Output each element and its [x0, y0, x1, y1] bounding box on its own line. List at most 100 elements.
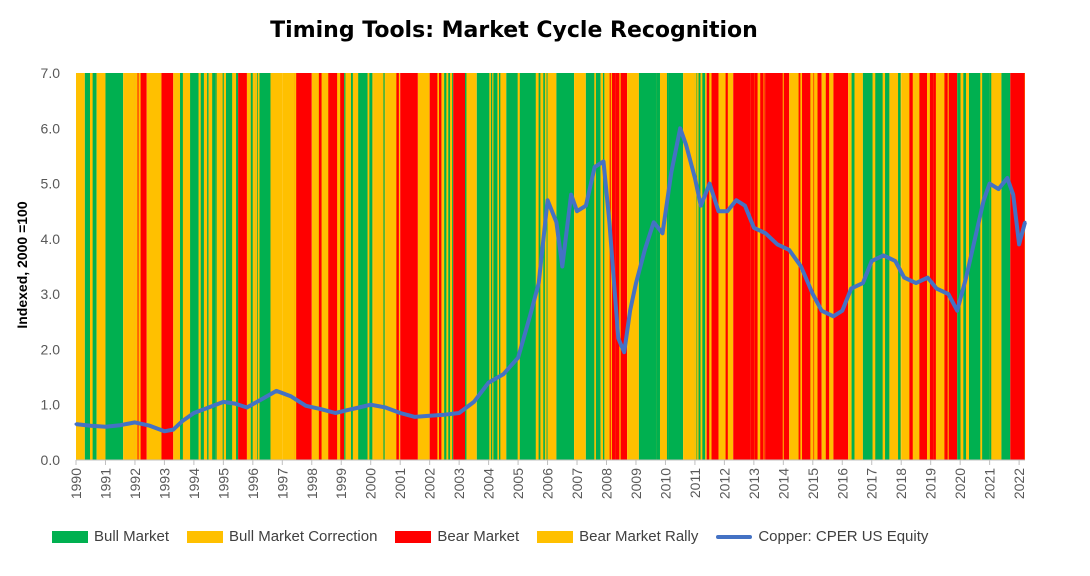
copper-point — [996, 187, 1000, 191]
copper-point — [935, 287, 939, 291]
regime-stripe — [754, 73, 758, 460]
x-tick-label: 2011 — [687, 468, 703, 498]
regime-band-bull — [358, 73, 374, 460]
x-tick-label: 1999 — [333, 468, 349, 499]
regime-stripe — [694, 73, 697, 460]
regime-stripe — [814, 73, 818, 460]
copper-point — [660, 231, 664, 235]
x-tick-label: 2019 — [923, 468, 939, 499]
regime-band-bull_correction — [957, 73, 970, 460]
x-tick-label: 1993 — [156, 468, 172, 499]
copper-point — [569, 193, 573, 197]
legend-swatch — [716, 534, 753, 539]
legend-label: Bull Market Correction — [229, 528, 378, 545]
regime-stripe — [656, 73, 660, 460]
copper-point — [973, 237, 977, 241]
x-tick-label: 1992 — [127, 468, 143, 499]
regime-stripe — [452, 73, 454, 460]
x-tick-label: 2014 — [775, 468, 791, 499]
x-tick-label: 2022 — [1011, 468, 1027, 499]
copper-point — [734, 198, 738, 202]
regime-band-bear_rally — [933, 73, 946, 460]
copper-point — [775, 242, 779, 246]
regime-stripe — [980, 73, 983, 460]
copper-point — [442, 413, 446, 417]
regime-stripe — [220, 73, 223, 460]
regime-band-bull_correction — [574, 73, 586, 460]
regime-stripe — [700, 73, 703, 460]
legend-swatch — [537, 530, 574, 543]
regime-band-bull_correction — [989, 73, 1002, 460]
regime-stripe — [187, 73, 191, 460]
regime-band-bull — [585, 73, 601, 460]
regime-stripe — [492, 73, 494, 460]
copper-point — [584, 204, 588, 208]
regime-band-bear — [833, 73, 849, 460]
legend-item: Bull Market Correction — [187, 528, 377, 545]
x-tick-label: 2002 — [422, 468, 438, 499]
copper-point — [260, 397, 264, 401]
copper-point — [369, 403, 373, 407]
regime-stripe — [444, 73, 447, 460]
x-tick-label: 2005 — [510, 468, 526, 499]
copper-point — [207, 405, 211, 409]
regime-band-bear_rally — [789, 73, 802, 460]
regime-band-bull_correction — [547, 73, 557, 460]
copper-point — [233, 402, 237, 406]
regime-stripe — [138, 73, 141, 460]
regime-stripe — [255, 73, 257, 460]
regime-stripe — [367, 73, 370, 460]
regime-stripe — [989, 73, 992, 460]
copper-point — [554, 220, 558, 224]
y-tick-label: 1.0 — [41, 397, 61, 413]
copper-point — [575, 209, 579, 213]
regime-stripe — [666, 73, 669, 460]
regime-stripe — [318, 73, 322, 460]
regime-band-bull_correction — [441, 73, 454, 460]
regime-band-bull — [187, 73, 209, 460]
copper-series — [74, 126, 1027, 434]
regime-stripe — [232, 73, 234, 460]
copper-point — [669, 171, 673, 175]
regime-stripe — [810, 73, 814, 460]
x-tick-label: 1996 — [245, 468, 261, 499]
copper-point — [383, 405, 387, 409]
copper-point — [616, 336, 620, 340]
regime-stripe — [909, 73, 913, 460]
copper-point — [708, 182, 712, 186]
copper-point — [319, 407, 323, 411]
copper-point — [1005, 176, 1009, 180]
regime-band-bear — [733, 73, 751, 460]
copper-point — [849, 287, 853, 291]
regime-band-bull_correction — [270, 73, 283, 460]
regime-stripe — [750, 73, 755, 460]
regime-stripe — [328, 73, 330, 460]
legend-label: Copper: CPER US Equity — [758, 528, 929, 545]
copper-point — [171, 428, 175, 432]
copper-point — [304, 404, 308, 408]
copper-point — [333, 411, 337, 415]
copper-point — [982, 198, 986, 202]
regime-stripe — [396, 73, 399, 460]
legend-item: Bull Market — [52, 528, 169, 545]
copper-point — [602, 159, 606, 163]
copper-point — [501, 372, 505, 376]
copper-point — [946, 292, 950, 296]
regime-band-bull_correction — [497, 73, 507, 460]
regime-band-bear — [1010, 73, 1025, 460]
regime-stripe — [851, 73, 855, 460]
regime-stripe — [725, 73, 728, 460]
regime-stripe — [499, 73, 501, 460]
legend-label: Bear Market — [437, 528, 520, 545]
regime-band-bull_correction — [683, 73, 695, 460]
y-tick-label: 2.0 — [41, 341, 61, 357]
regime-stripe — [180, 73, 183, 460]
copper-line — [75, 126, 1027, 434]
copper-point — [148, 424, 152, 428]
legend-label: Bull Market — [94, 528, 170, 545]
x-tick-label: 1991 — [97, 468, 113, 499]
regime-stripe — [944, 73, 946, 460]
regime-band-bear_rally — [627, 73, 639, 460]
regime-stripe — [437, 73, 439, 460]
copper-point — [652, 220, 656, 224]
